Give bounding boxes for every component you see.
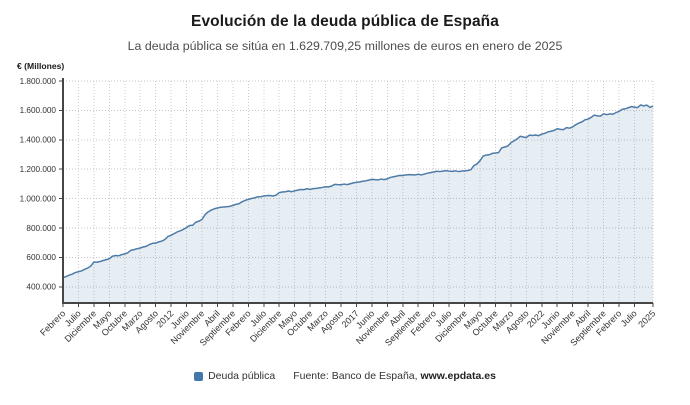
legend-item-deuda-publica[interactable]: Deuda pública <box>194 370 275 382</box>
y-tick-label: 1.800.000 <box>20 77 57 86</box>
chart-title: Evolución de la deuda pública de España <box>191 13 499 30</box>
chart-subtitle: La deuda pública se sitúa en 1.629.709,2… <box>127 39 563 53</box>
y-tick-label: 1.600.000 <box>20 106 57 115</box>
y-tick-label: 800.000 <box>26 224 56 233</box>
x-tick-label: 2025 <box>636 308 657 329</box>
chart-footer: Deuda pública Fuente: Banco de España, w… <box>0 370 690 382</box>
debt-area-fill <box>63 104 653 304</box>
y-tick-label: 400.000 <box>26 283 56 292</box>
legend-marker-icon <box>194 371 204 381</box>
y-axis-unit-label: € (Millones) <box>17 61 65 71</box>
source-link[interactable]: www.epdata.es <box>420 370 496 382</box>
source-prefix: Fuente: Banco de España, <box>293 370 421 382</box>
y-tick-label: 1.400.000 <box>20 136 57 145</box>
y-tick-label: 1.000.000 <box>20 194 57 203</box>
legend-label: Deuda pública <box>208 370 276 382</box>
x-tick-label: Julio <box>619 308 639 328</box>
y-tick-label: 600.000 <box>26 253 56 262</box>
debt-line-series[interactable] <box>62 104 654 279</box>
source-text: Fuente: Banco de España, www.epdata.es <box>293 370 496 382</box>
y-tick-label: 1.200.000 <box>20 165 57 174</box>
